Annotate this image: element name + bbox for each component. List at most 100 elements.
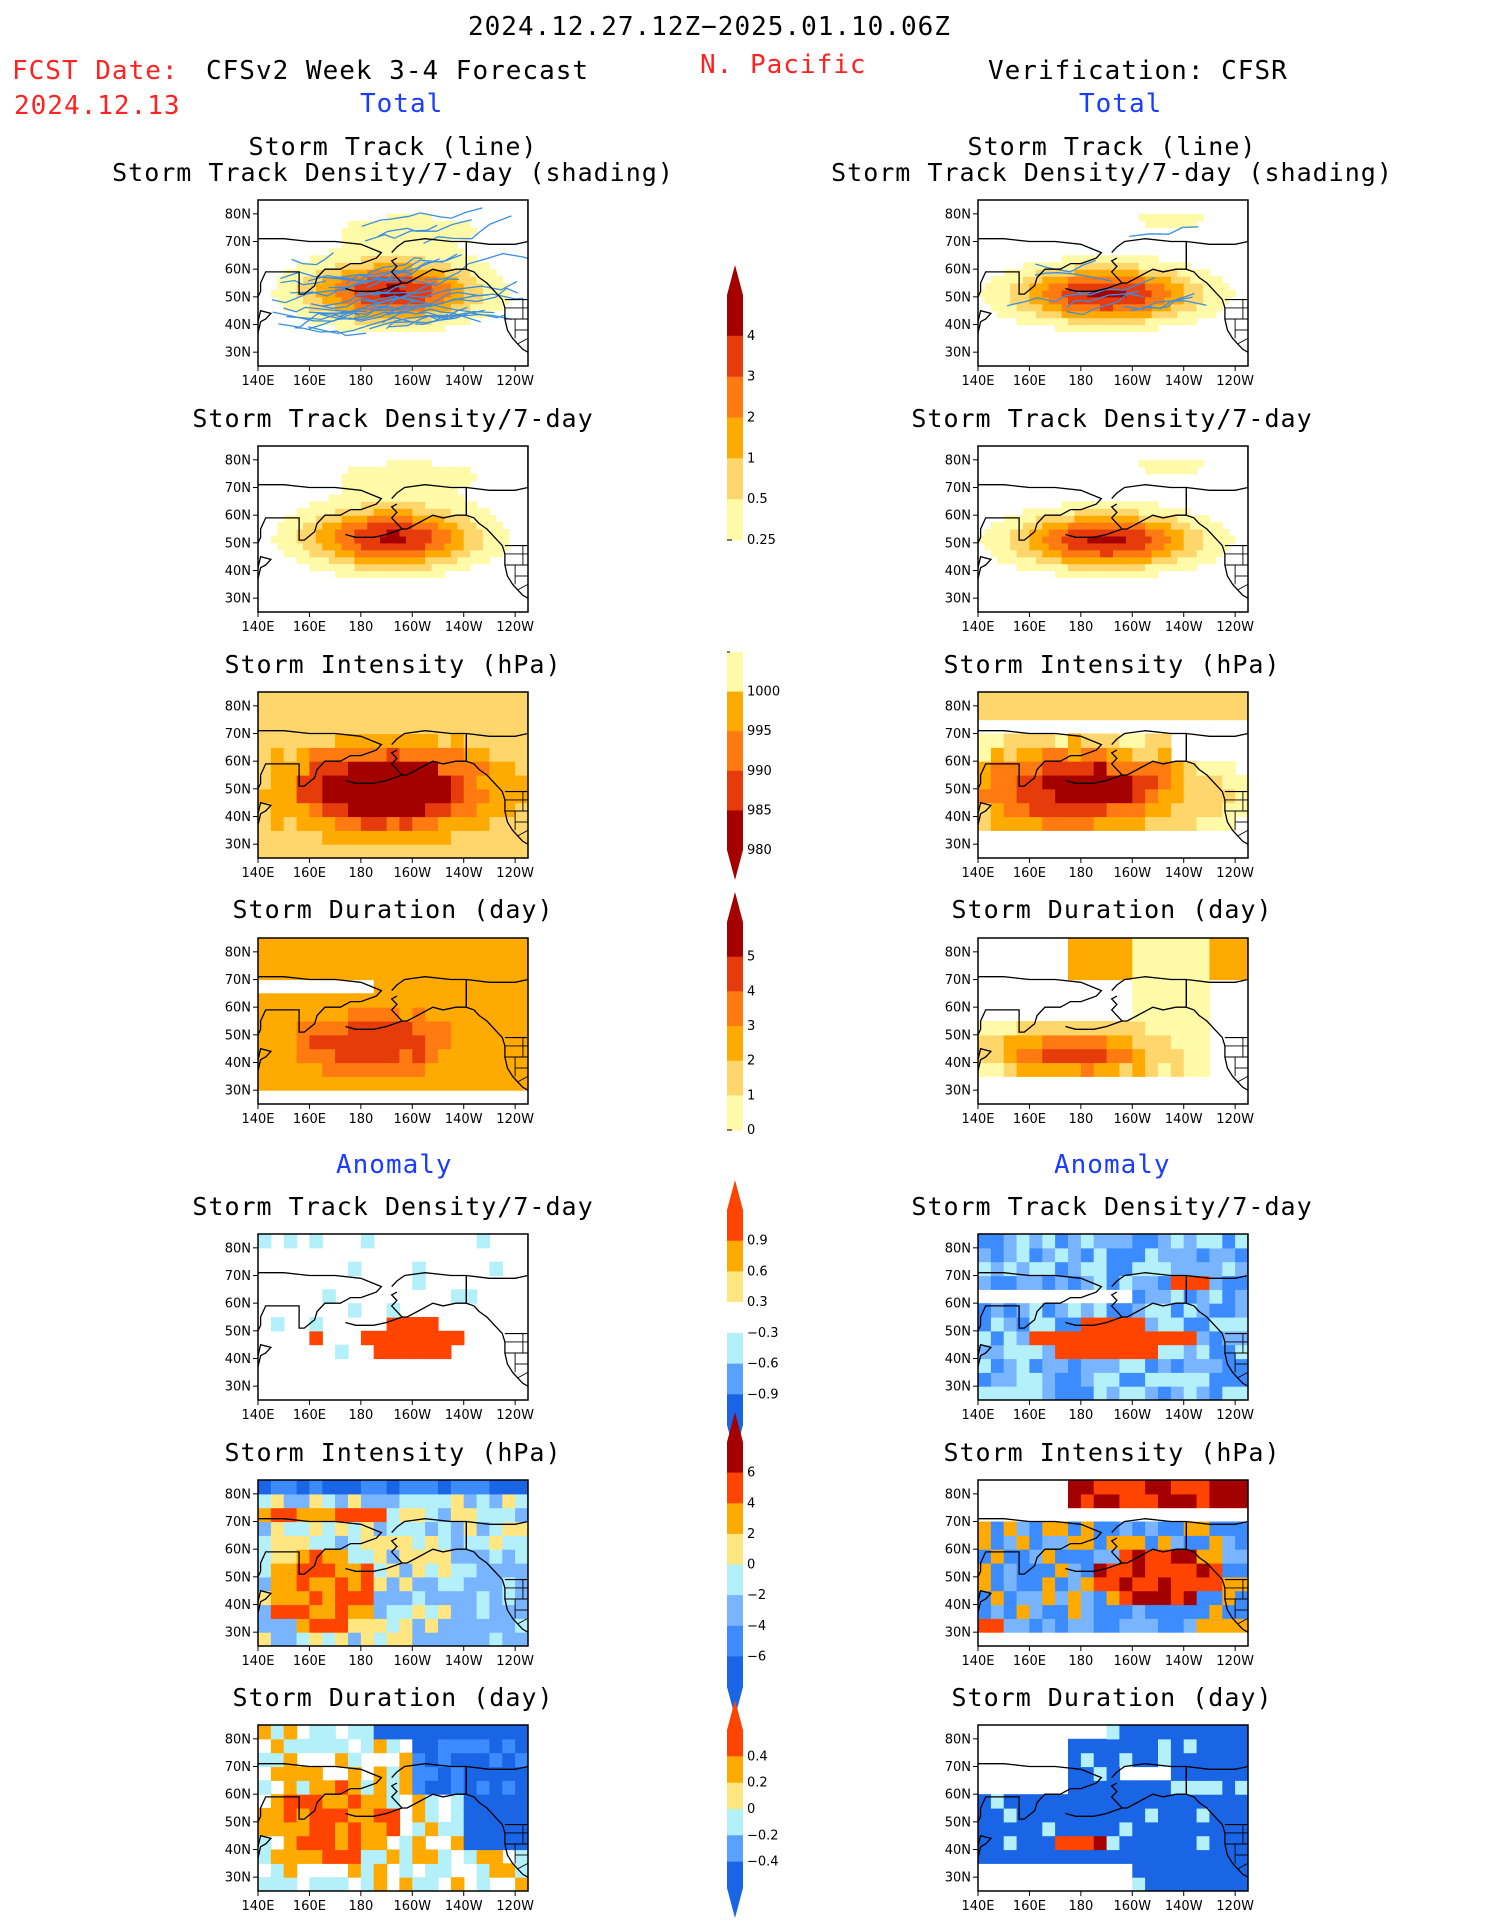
field-cell [1235, 802, 1248, 818]
field-cell [386, 802, 401, 818]
field-cell [1222, 1877, 1236, 1891]
field-cell [1158, 938, 1172, 953]
field-cell [502, 830, 516, 845]
field-cell [463, 788, 478, 804]
field-cell [283, 1034, 298, 1050]
colorbar-label: 3 [747, 1019, 755, 1034]
field-cell [296, 1076, 311, 1091]
field-cell [502, 719, 516, 735]
field-cell [450, 1521, 465, 1536]
field-cell [990, 1303, 1005, 1318]
field-cell [1080, 1372, 1095, 1387]
field-cell [1196, 1576, 1211, 1592]
field-cell [1093, 747, 1108, 762]
field-cell [399, 494, 407, 502]
field-cell [348, 719, 362, 735]
field-cell [399, 1521, 413, 1536]
field-cell [1003, 1521, 1018, 1536]
field-cell [1119, 303, 1127, 312]
field-cell [1132, 1317, 1146, 1332]
field-cell [1023, 508, 1030, 516]
field-cell [1215, 542, 1223, 551]
colorbar-segment [727, 691, 743, 732]
field-cell [309, 1780, 323, 1795]
verification-title: Verification: CFSR [988, 56, 1288, 86]
field-cell [1158, 1521, 1172, 1536]
lon-tick-label: 140E [241, 374, 274, 389]
field-cell [348, 1794, 362, 1809]
field-cell [270, 1766, 285, 1781]
field-cell [1203, 296, 1210, 305]
field-cell [1023, 303, 1030, 312]
field-cell [399, 733, 413, 748]
field-cell [348, 473, 355, 482]
field-cell [380, 570, 388, 578]
field-cell [386, 324, 394, 332]
field-cell [1003, 556, 1011, 565]
field-cell [1003, 1618, 1018, 1633]
field-cell [438, 761, 452, 776]
field-cell [335, 255, 343, 263]
field-cell [309, 692, 323, 707]
field-cell [438, 692, 452, 707]
field-cell [309, 816, 323, 831]
field-cell [1170, 1358, 1185, 1373]
field-cell [386, 508, 394, 516]
field-cell [1106, 1330, 1121, 1346]
field-cell [360, 938, 375, 953]
field-cell [258, 1480, 272, 1495]
colorbar-label: 3 [747, 370, 755, 385]
field-cell [1074, 501, 1082, 509]
field-cell [412, 522, 420, 530]
field-cell [1093, 542, 1101, 551]
field-cell [309, 1007, 323, 1022]
coastline [1237, 583, 1248, 591]
field-cell [1132, 529, 1140, 537]
field-cell [373, 1062, 388, 1077]
field-cell [296, 1738, 311, 1754]
field-cell [283, 1849, 298, 1864]
field-cell [1003, 705, 1018, 721]
field-cell [258, 1521, 272, 1536]
field-cell [450, 255, 458, 263]
field-cell [1170, 1738, 1185, 1754]
field-cell [1106, 255, 1114, 263]
coastline [1186, 1725, 1248, 1770]
field-cell [1119, 951, 1133, 967]
field-cell [335, 1632, 349, 1646]
field-cell [1042, 556, 1050, 565]
field-cell [1042, 1330, 1056, 1346]
field-cell [463, 1480, 478, 1495]
field-cell [386, 719, 401, 735]
field-cell [373, 255, 381, 263]
coastline [466, 1725, 528, 1770]
field-cell [1035, 317, 1043, 326]
field-cell [1151, 522, 1159, 530]
coastline [978, 1834, 993, 1859]
field-cell [354, 529, 362, 537]
field-cell [1170, 775, 1185, 790]
field-cell [296, 816, 311, 831]
field-cell [1016, 276, 1024, 284]
field-cell [1132, 1034, 1146, 1050]
field-cell [1068, 802, 1082, 818]
field-cell [373, 1034, 388, 1050]
field-cell [373, 1576, 388, 1592]
field-cell [483, 262, 490, 270]
field-cell [450, 951, 465, 967]
field-cell [360, 1877, 375, 1891]
field-cell [1080, 1386, 1095, 1400]
field-cell [283, 830, 298, 845]
field-cell [997, 283, 1005, 291]
field-cell [1119, 501, 1127, 509]
field-cell [354, 508, 362, 516]
field-cell [309, 1563, 323, 1578]
field-cell [1080, 1062, 1095, 1077]
field-cell [1158, 733, 1172, 748]
field-cell [322, 549, 330, 558]
colorbar-segment [727, 1095, 743, 1131]
field-cell [1145, 1021, 1159, 1036]
field-cell [1068, 816, 1082, 831]
field-cell [1080, 317, 1088, 326]
field-cell [1132, 938, 1146, 953]
